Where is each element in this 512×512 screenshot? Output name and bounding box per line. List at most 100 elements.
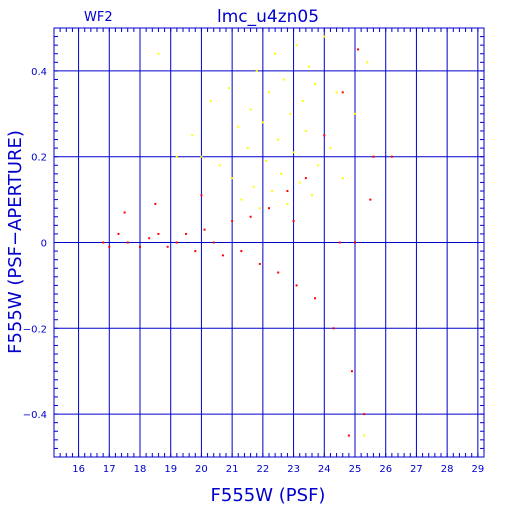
data-point — [354, 112, 356, 115]
x-tick-label: 22 — [256, 464, 269, 475]
data-points — [102, 35, 393, 437]
data-point — [102, 241, 105, 244]
data-point — [200, 194, 203, 197]
data-point — [332, 327, 335, 330]
data-point — [369, 198, 372, 201]
data-point — [246, 147, 249, 150]
x-tick-label: 23 — [287, 464, 300, 475]
data-point — [148, 237, 151, 240]
data-point — [354, 241, 356, 244]
data-point — [323, 134, 326, 137]
data-point — [338, 241, 341, 244]
data-point — [314, 297, 317, 300]
data-point — [341, 91, 344, 94]
data-point — [372, 155, 375, 158]
x-tick-label: 21 — [226, 464, 239, 475]
data-point — [268, 91, 270, 94]
x-tick-label: 20 — [195, 464, 208, 475]
chart-title: lmc_u4zn05 — [217, 7, 319, 27]
data-point — [329, 147, 332, 150]
data-point — [268, 207, 270, 210]
data-point — [283, 78, 286, 81]
data-point — [286, 202, 289, 205]
data-point — [317, 164, 320, 167]
data-point — [231, 220, 234, 223]
y-tick-label: −0.4 — [23, 410, 47, 421]
x-tick-label: 27 — [410, 464, 423, 475]
data-point — [264, 159, 267, 162]
data-point — [231, 177, 234, 180]
y-axis-label: F555W (PSF−APERTURE) — [5, 130, 26, 354]
data-point — [314, 82, 317, 85]
data-point — [390, 155, 393, 158]
data-point — [249, 108, 252, 111]
x-tick-label: 19 — [164, 464, 177, 475]
data-point — [350, 370, 353, 373]
data-point — [366, 61, 369, 64]
data-point — [274, 52, 277, 55]
x-tick-label: 16 — [72, 464, 85, 475]
data-point — [277, 271, 280, 274]
x-tick-label: 28 — [441, 464, 454, 475]
x-tick-label: 18 — [134, 464, 147, 475]
data-point — [292, 220, 295, 223]
data-point — [139, 245, 141, 248]
data-point — [363, 413, 366, 416]
data-point — [212, 241, 215, 244]
data-point — [209, 99, 212, 102]
data-point — [341, 177, 344, 180]
data-point — [157, 52, 160, 55]
data-point — [117, 232, 120, 235]
data-point — [307, 65, 310, 68]
data-point — [237, 125, 240, 128]
data-point — [286, 190, 289, 193]
data-point — [194, 250, 197, 253]
data-point — [221, 254, 224, 257]
data-point — [335, 91, 338, 94]
data-point — [255, 69, 258, 72]
y-tick-label: 0.4 — [31, 67, 47, 78]
data-point — [240, 250, 243, 253]
data-point — [157, 232, 160, 235]
data-point — [323, 35, 326, 38]
data-point — [252, 185, 255, 188]
data-point — [363, 434, 366, 437]
data-point — [357, 48, 360, 51]
data-point — [175, 155, 178, 158]
data-point — [298, 181, 301, 184]
x-tick-label: 25 — [349, 464, 362, 475]
data-point — [203, 228, 206, 231]
data-point — [295, 284, 298, 287]
x-axis-ticks: 16 17 18 19 20 21 22 23 24 25 26 27 28 29 — [53, 28, 485, 475]
data-point — [249, 215, 252, 218]
data-point — [347, 434, 350, 437]
data-point — [304, 177, 307, 180]
data-point — [218, 164, 221, 167]
data-point — [261, 121, 264, 124]
data-point — [295, 44, 298, 47]
data-point — [258, 262, 261, 265]
data-point — [200, 155, 203, 158]
chip-label: WF2 — [84, 10, 113, 25]
x-tick-label: 24 — [318, 464, 331, 475]
y-axis-ticks: −0.4 −0.2 0 0.2 0.4 — [23, 36, 484, 449]
data-point — [301, 99, 304, 102]
x-tick-label: 29 — [471, 464, 484, 475]
data-point — [191, 134, 194, 137]
data-point — [240, 198, 243, 201]
data-point — [108, 245, 111, 248]
data-point — [292, 151, 295, 154]
data-point — [311, 194, 313, 197]
data-point — [166, 245, 169, 248]
data-point — [271, 190, 274, 193]
data-point — [126, 241, 129, 244]
data-point — [123, 211, 126, 214]
x-tick-label: 26 — [379, 464, 392, 475]
data-point — [228, 87, 231, 90]
x-tick-label: 17 — [103, 464, 116, 475]
data-point — [280, 172, 283, 175]
data-point — [185, 232, 188, 235]
data-point — [258, 207, 261, 210]
y-tick-label: 0.2 — [31, 153, 47, 164]
